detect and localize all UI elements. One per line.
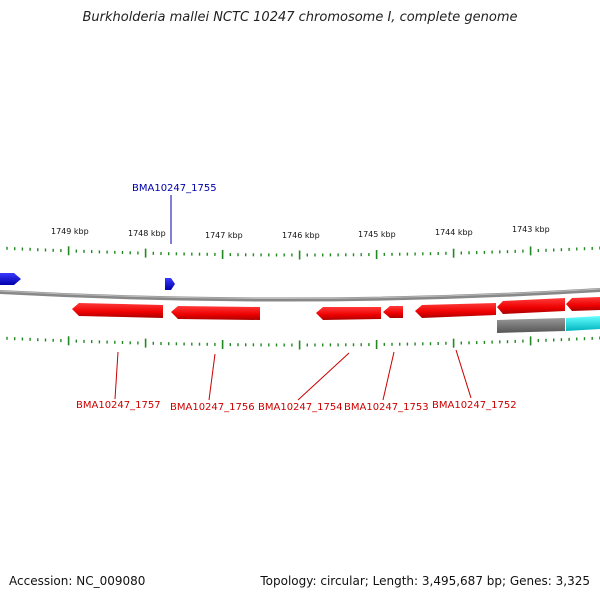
gene-arrow-bma10247-1754[interactable]: [316, 307, 381, 320]
gene-label-bma10247-1757[interactable]: BMA10247_1757: [76, 400, 161, 411]
chromosome-backbone-highlight: [0, 288, 600, 300]
gene-arrow-forward-b[interactable]: [566, 297, 600, 311]
gene-arrow-bma10247-1757[interactable]: [72, 303, 163, 318]
gene-arrow-bma10247-1756[interactable]: [171, 306, 260, 320]
kbp-label-1748: 1748 kbp: [128, 229, 166, 238]
kbp-label-1747: 1747 kbp: [205, 231, 243, 240]
kbp-label-1746: 1746 kbp: [282, 231, 320, 240]
leader-line-bma10247-1753: [382, 351, 395, 401]
kbp-label-1744: 1744 kbp: [435, 228, 473, 237]
lower-tick-row: [6, 336, 600, 350]
gene-label-bma10247-1756[interactable]: BMA10247_1756: [170, 402, 255, 413]
gene-arrow-bma10247-1752[interactable]: [415, 303, 496, 318]
gene-arrow-bma10247-1753[interactable]: [383, 306, 403, 318]
gene-label-bma10247-1754[interactable]: BMA10247_1754: [258, 402, 343, 413]
feature-bar-cyan[interactable]: [566, 316, 600, 331]
genome-stats-text: Topology: circular; Length: 3,495,687 bp…: [260, 574, 590, 588]
chromosome-backbone: [0, 288, 600, 302]
accession-text: Accession: NC_009080: [9, 574, 146, 588]
gene-arrow-reverse-offscreen[interactable]: [0, 273, 21, 285]
leader-line-bma10247-1752: [455, 349, 472, 399]
gene-arrow-forward-a[interactable]: [497, 298, 565, 314]
upper-tick-row: [6, 246, 600, 260]
kbp-label-1749: 1749 kbp: [51, 227, 89, 236]
gene-arrow-bma10247-1755[interactable]: [165, 278, 175, 290]
kbp-label-1743: 1743 kbp: [512, 225, 550, 234]
gene-label-bma10247-1752[interactable]: BMA10247_1752: [432, 400, 517, 411]
leader-line-bma10247-1757: [114, 351, 119, 400]
gene-label-bma10247-1755[interactable]: BMA10247_1755: [132, 183, 217, 194]
kbp-label-1745: 1745 kbp: [358, 230, 396, 239]
gene-label-bma10247-1753[interactable]: BMA10247_1753: [344, 402, 429, 413]
map-title: Burkholderia mallei NCTC 10247 chromosom…: [82, 10, 518, 25]
leader-line-bma10247-1756: [208, 353, 216, 401]
leader-line-bma10247-1754: [297, 352, 350, 401]
feature-bar-grey[interactable]: [497, 318, 565, 333]
